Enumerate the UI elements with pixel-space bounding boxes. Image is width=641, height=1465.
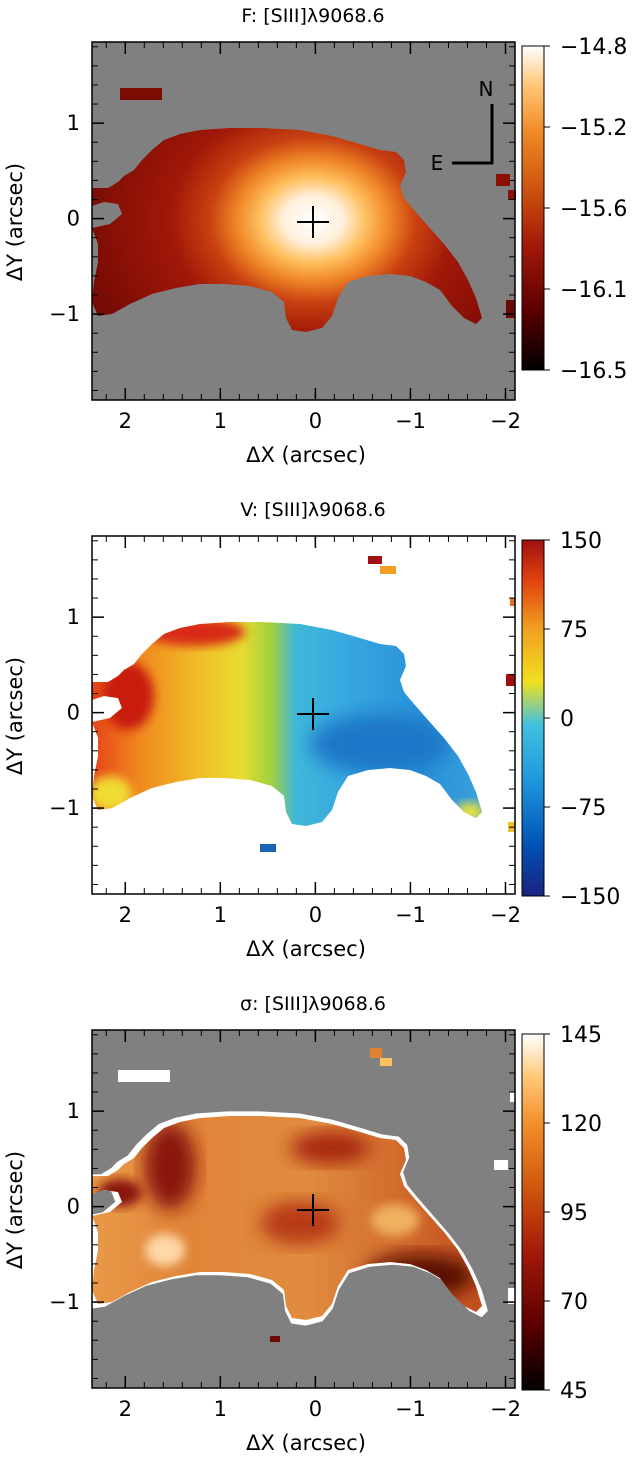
y-tick-label: 1 xyxy=(67,1099,80,1123)
colorbar-tick-label: 95 xyxy=(560,1201,588,1226)
x-axis-label: ΔX (arcsec) xyxy=(246,1431,366,1455)
y-tick-label: 0 xyxy=(67,207,80,231)
y-tick-label: −1 xyxy=(49,796,80,820)
patch xyxy=(496,174,510,186)
panel-dispersion: σ: [SIII]λ9068.6 2 1 0 −1 −2 10−1 Δ xyxy=(3,993,602,1455)
colorbar xyxy=(521,539,545,897)
patch xyxy=(494,1160,508,1170)
x-ticks: 2 1 0 −1 −2 xyxy=(105,1030,521,1421)
center-cross-marker xyxy=(297,1194,329,1226)
colorbar-ticks: −14.8 −15.2 −15.6 −16.1 −16.5 xyxy=(544,35,627,384)
center-cross-marker xyxy=(297,698,329,730)
patch xyxy=(368,556,382,564)
colorbar-tick-label: 75 xyxy=(560,618,588,643)
y-tick-label: 1 xyxy=(67,605,80,629)
colorbar-ticks: 145 120 95 70 45 xyxy=(544,1023,602,1404)
y-tick-label: −1 xyxy=(49,1290,80,1314)
panel-flux: F: [SIII]λ9068.6 N E 2 1 0 −1 −2 1 0 −1 ΔX (ar… xyxy=(3,5,627,467)
x-tick-label: 1 xyxy=(214,409,227,433)
x-tick-label: −1 xyxy=(395,409,426,433)
y-ticks: 1 0 −1 xyxy=(49,540,515,885)
x-tick-label: 0 xyxy=(309,903,322,927)
colorbar-tick-label: −75 xyxy=(560,796,606,821)
x-tick-label: −2 xyxy=(490,903,521,927)
panel-title: V: [SIII]λ9068.6 xyxy=(240,499,385,521)
x-tick-label: −1 xyxy=(395,1397,426,1421)
compass-east-label: E xyxy=(431,151,444,175)
x-tick-label: 0 xyxy=(309,409,322,433)
x-tick-label: 2 xyxy=(119,1397,132,1421)
patch xyxy=(380,566,396,574)
patch xyxy=(120,88,162,100)
colorbar-tick-label: −15.2 xyxy=(560,116,627,141)
patch xyxy=(370,1048,382,1058)
colorbar-tick-label: 45 xyxy=(560,1379,588,1404)
colorbar-tick-label: −15.6 xyxy=(560,197,627,222)
patch xyxy=(270,1336,280,1342)
colorbar-ticks: 150 75 0 −75 −150 xyxy=(544,529,620,910)
y-axis-label: ΔY (arcsec) xyxy=(3,163,27,281)
x-tick-label: 1 xyxy=(214,1397,227,1421)
plot-frame xyxy=(91,1029,516,1389)
colorbar xyxy=(521,1033,545,1391)
colorbar-tick-label: 0 xyxy=(560,707,574,732)
x-ticks: 2 1 0 −1 −2 xyxy=(105,42,521,433)
colorbar xyxy=(521,45,545,371)
y-tick-label: 1 xyxy=(67,111,80,135)
patch xyxy=(118,1070,170,1082)
colorbar-tick-label: 120 xyxy=(560,1112,602,1137)
colorbar-tick-label: −16.1 xyxy=(560,278,627,303)
center-cross-marker xyxy=(297,206,329,238)
panel-title: σ: [SIII]λ9068.6 xyxy=(240,993,386,1015)
patch xyxy=(510,598,515,606)
x-tick-label: 0 xyxy=(309,1397,322,1421)
y-tick-label: 0 xyxy=(67,701,80,725)
x-tick-label: −2 xyxy=(490,1397,521,1421)
x-tick-label: 2 xyxy=(119,903,132,927)
colorbar-tick-label: 70 xyxy=(560,1290,588,1315)
patch xyxy=(380,1058,392,1066)
colorbar-tick-label: 150 xyxy=(560,529,602,554)
y-ticks: 1 0 −1 xyxy=(49,1034,515,1379)
x-axis-label: ΔX (arcsec) xyxy=(246,937,366,961)
x-ticks: 2 1 0 −1 −2 xyxy=(105,536,521,927)
colorbar-tick-label: −150 xyxy=(560,885,620,910)
patch xyxy=(510,1092,515,1102)
compass: N E xyxy=(431,77,494,175)
y-ticks: 1 0 −1 xyxy=(49,46,515,391)
patch xyxy=(508,1288,515,1304)
panel-title: F: [SIII]λ9068.6 xyxy=(241,5,384,27)
patch xyxy=(506,300,515,318)
y-tick-label: −1 xyxy=(49,302,80,326)
y-axis-label: ΔY (arcsec) xyxy=(3,657,27,775)
patch xyxy=(508,190,516,200)
patch xyxy=(260,844,276,852)
y-tick-label: 0 xyxy=(67,1195,80,1219)
colorbar-tick-label: 145 xyxy=(560,1023,602,1048)
patch xyxy=(506,674,515,686)
colorbar-tick-label: −16.5 xyxy=(560,359,627,384)
x-axis-label: ΔX (arcsec) xyxy=(246,443,366,467)
compass-north-label: N xyxy=(479,77,494,101)
x-tick-label: −1 xyxy=(395,903,426,927)
colorbar-tick-label: −14.8 xyxy=(560,35,627,60)
plot-frame xyxy=(91,41,516,401)
plot-frame xyxy=(91,535,516,895)
x-tick-label: −2 xyxy=(490,409,521,433)
y-axis-label: ΔY (arcsec) xyxy=(3,1151,27,1269)
x-tick-label: 2 xyxy=(119,409,132,433)
panel-velocity: V: [SIII]λ9068.6 2 1 0 −1 −2 1 0 −1 ΔX (arcsec… xyxy=(3,499,620,961)
x-tick-label: 1 xyxy=(214,903,227,927)
